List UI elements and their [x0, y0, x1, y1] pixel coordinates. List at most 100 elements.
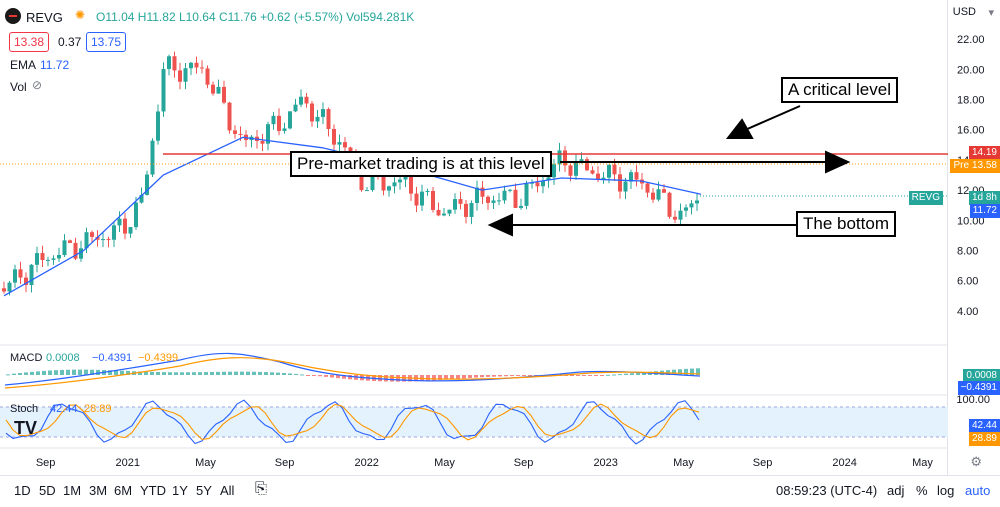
- macd-bar: [114, 370, 118, 375]
- candle-body: [491, 200, 496, 203]
- macd-bar: [684, 368, 688, 375]
- macd-bar: [384, 375, 388, 382]
- macd-bar: [444, 375, 448, 380]
- adj-toggle[interactable]: adj: [887, 483, 905, 498]
- candle-body: [183, 68, 188, 82]
- macd-bar: [504, 375, 508, 377]
- tf-all[interactable]: All: [220, 483, 235, 498]
- tf-6m[interactable]: 6M: [114, 483, 133, 498]
- macd-bar: [150, 371, 154, 375]
- macd-v3: −0.4399: [138, 352, 179, 364]
- macd-bar: [330, 375, 334, 378]
- macd-bar: [198, 372, 202, 375]
- bid-box[interactable]: 13.38: [9, 32, 50, 52]
- candle-body: [189, 62, 193, 69]
- candle-body: [535, 182, 540, 187]
- candle-body: [502, 190, 507, 201]
- macd-bar: [522, 375, 526, 376]
- ema-value: 11.72: [40, 58, 70, 72]
- tf-5d[interactable]: 5D: [39, 483, 56, 498]
- candle-body: [651, 192, 655, 200]
- time-tick-label: May: [434, 457, 455, 469]
- critical-price-tag: 14.19: [968, 146, 1000, 160]
- tf-1d[interactable]: 1D: [14, 483, 31, 498]
- tf-ytd[interactable]: YTD: [140, 483, 166, 498]
- macd-bar: [24, 372, 28, 375]
- auto-toggle[interactable]: auto: [965, 483, 991, 498]
- macd-bar: [618, 374, 622, 376]
- macd-bar: [498, 375, 502, 377]
- eye-hidden-icon[interactable]: ⊘: [32, 78, 43, 92]
- candle-body: [480, 187, 485, 197]
- chevron-down-icon[interactable]: ▾: [988, 7, 994, 19]
- macd-bar: [288, 373, 292, 375]
- macd-bar: [318, 375, 322, 377]
- candle-body: [178, 70, 182, 82]
- symbol-name[interactable]: REVG: [26, 10, 63, 25]
- settings-gear-icon[interactable]: ⚙: [970, 454, 982, 469]
- macd-bar: [588, 375, 592, 376]
- date-range-icon[interactable]: ⎘: [255, 480, 268, 497]
- stoch-d-line: [5, 403, 700, 441]
- time-tick-label: May: [673, 457, 694, 469]
- candle-body: [359, 165, 364, 191]
- tf-5y[interactable]: 5Y: [196, 483, 212, 498]
- candle-body: [293, 104, 298, 112]
- candle-body: [2, 288, 6, 292]
- tf-3m[interactable]: 3M: [89, 483, 108, 498]
- candle-body: [57, 255, 61, 259]
- ask-box[interactable]: 13.75: [86, 32, 127, 52]
- macd-bar: [120, 370, 124, 375]
- candle-body: [612, 164, 617, 175]
- candle-body: [277, 115, 281, 131]
- ema-price-tag: 11.72: [969, 204, 1000, 218]
- time-tick-label: 2023: [593, 457, 617, 469]
- macd-bar: [156, 372, 160, 375]
- candle-body: [211, 84, 215, 94]
- macd-bar: [432, 375, 436, 381]
- log-toggle[interactable]: log: [937, 483, 955, 498]
- macd-bar: [126, 370, 130, 375]
- time-tick-label: May: [912, 457, 933, 469]
- tf-1m[interactable]: 1M: [63, 483, 82, 498]
- candle-body: [310, 103, 314, 122]
- macd-bar: [456, 375, 460, 379]
- macd-bar: [210, 371, 214, 375]
- candle-body: [365, 190, 369, 192]
- percent-toggle[interactable]: %: [916, 483, 928, 498]
- candle-body: [123, 218, 127, 234]
- candle-body: [194, 62, 199, 68]
- candle-body: [414, 193, 419, 206]
- macd-bar: [600, 375, 604, 376]
- macd-bar: [90, 369, 94, 375]
- macd-bar: [690, 368, 694, 375]
- candle-body: [156, 111, 160, 141]
- currency-label: USD: [952, 6, 976, 18]
- macd-bar: [246, 371, 250, 375]
- macd-bar: [240, 371, 244, 375]
- time-tick-label: Sep: [753, 457, 773, 469]
- tf-1y[interactable]: 1Y: [172, 483, 188, 498]
- macd-bar: [642, 372, 646, 375]
- macd-bar: [480, 375, 484, 378]
- candle-body: [486, 196, 490, 203]
- candle-body: [513, 189, 518, 208]
- macd-bar: [180, 372, 184, 375]
- symbol-logo: [5, 8, 21, 24]
- macd-bar: [60, 369, 64, 375]
- candle-body: [51, 258, 56, 260]
- macd-bar: [144, 371, 148, 375]
- price-tick-label: 10.00: [957, 215, 985, 227]
- macd-bar: [510, 375, 514, 377]
- candle-body: [172, 56, 177, 71]
- macd-tag1: 0.0008: [963, 369, 1000, 383]
- time-tick-label: May: [195, 457, 216, 469]
- candle-body: [282, 128, 287, 131]
- annotation-bottom: The bottom: [796, 211, 896, 237]
- candle-body: [271, 115, 276, 125]
- macd-bar: [108, 370, 112, 375]
- macd-line: [4, 352, 701, 386]
- candle-body: [541, 180, 545, 187]
- macd-bar: [312, 375, 316, 376]
